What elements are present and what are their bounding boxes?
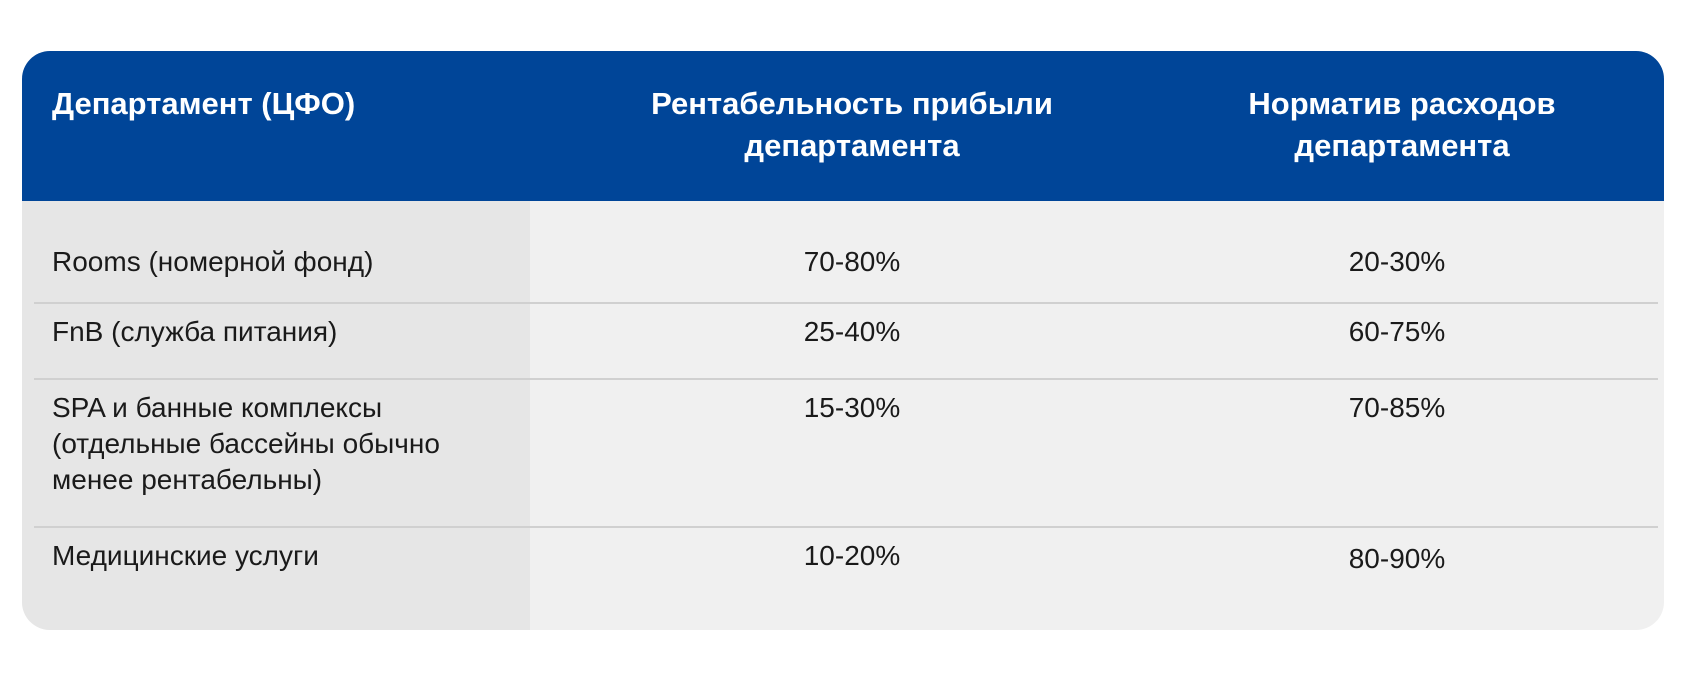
table-row: SPA и банные комплексы (отдельные бассей… <box>34 380 1658 528</box>
cell-profitability: 70-80% <box>803 246 901 277</box>
header-profitability-line1: Рентабельность прибыли <box>651 86 1053 121</box>
header-profitability: Рентабельность прибыли департамента <box>562 83 1142 167</box>
cell-department: SPA и банные комплексы (отдельные бассей… <box>52 390 522 498</box>
table-header: Департамент (ЦФО) Рентабельность прибыли… <box>22 51 1664 201</box>
table-row: Rooms (номерной фонд) 70-80% 20-30% <box>34 231 1658 304</box>
cell-department: Rooms (номерной фонд) <box>52 246 374 277</box>
cell-expense-norm: 70-85% <box>1348 392 1446 423</box>
cell-expense-norm: 80-90% <box>1348 543 1446 574</box>
table-row: Медицинские услуги 10-20% 80-90% <box>34 528 1658 628</box>
header-expense-norm-line2: департамента <box>1294 128 1510 163</box>
header-department: Департамент (ЦФО) <box>52 86 356 121</box>
cell-department-line: (отдельные бассейны обычно <box>52 428 440 459</box>
cell-profitability: 10-20% <box>803 540 901 571</box>
header-profitability-line2: департамента <box>744 128 960 163</box>
cell-expense-norm: 20-30% <box>1348 246 1446 277</box>
cell-department-line: SPA и банные комплексы <box>52 392 383 423</box>
cell-profitability: 25-40% <box>803 316 901 347</box>
header-expense-norm-line1: Норматив расходов <box>1248 86 1556 121</box>
first-column-background <box>22 201 530 630</box>
header-expense-norm: Норматив расходов департамента <box>1122 83 1664 167</box>
cell-department: FnB (служба питания) <box>52 316 338 347</box>
table-row: FnB (служба питания) 25-40% 60-75% <box>34 304 1658 380</box>
cell-expense-norm: 60-75% <box>1348 316 1446 347</box>
cell-department: Медицинские услуги <box>52 540 319 571</box>
cell-department-line: менее рентабельны) <box>52 464 323 495</box>
data-table: Департамент (ЦФО) Рентабельность прибыли… <box>22 51 1664 630</box>
cell-profitability: 15-30% <box>803 392 901 423</box>
